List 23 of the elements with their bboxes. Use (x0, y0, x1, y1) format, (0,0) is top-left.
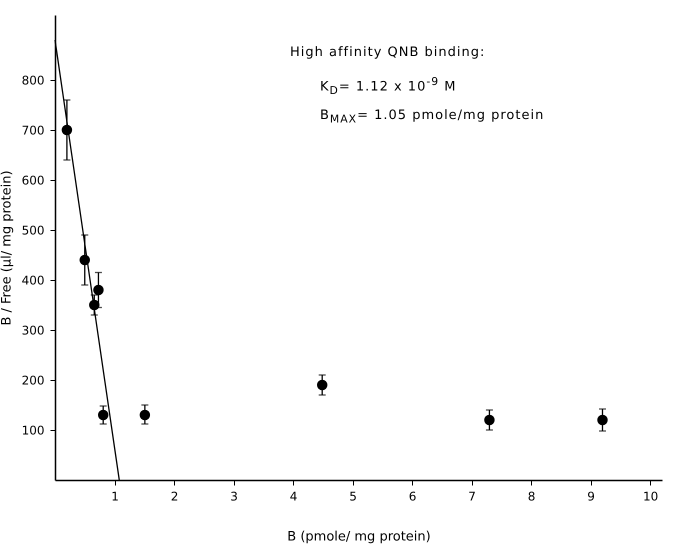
x-tick-label: 6 (408, 490, 416, 504)
y-tick-label: 300 (22, 324, 44, 338)
x-tick-label: 2 (170, 490, 178, 504)
x-tick-label: 4 (290, 490, 298, 504)
y-tick-label: 200 (22, 374, 44, 388)
annotation: K$_{D}$= 1.12 x 10$^{-9}$ M (320, 75, 457, 97)
y-axis-title: B / Free (μl/ mg protein) (0, 170, 15, 326)
x-tick-label: 3 (230, 490, 238, 504)
y-tick-label: 600 (22, 174, 44, 188)
x-tick-label: 9 (587, 490, 595, 504)
y-tick-label: 700 (22, 124, 44, 138)
x-tick-label: 7 (468, 490, 476, 504)
y-tick-label: 800 (22, 74, 44, 88)
x-axis-title: B (pmole/ mg protein) (287, 530, 431, 544)
y-tick-label: 400 (22, 274, 44, 288)
x-tick-label: 10 (642, 490, 658, 504)
x-tick-label: 1 (111, 490, 119, 504)
x-tick-label: 8 (528, 490, 536, 504)
y-tick-label: 100 (22, 424, 44, 438)
x-tick-label: 5 (349, 490, 357, 504)
annotation: B$_{MAX}$= 1.05 pmole/mg protein (320, 108, 544, 126)
annotation: High affinity QNB binding: (290, 45, 486, 60)
y-tick-label: 500 (22, 224, 44, 238)
